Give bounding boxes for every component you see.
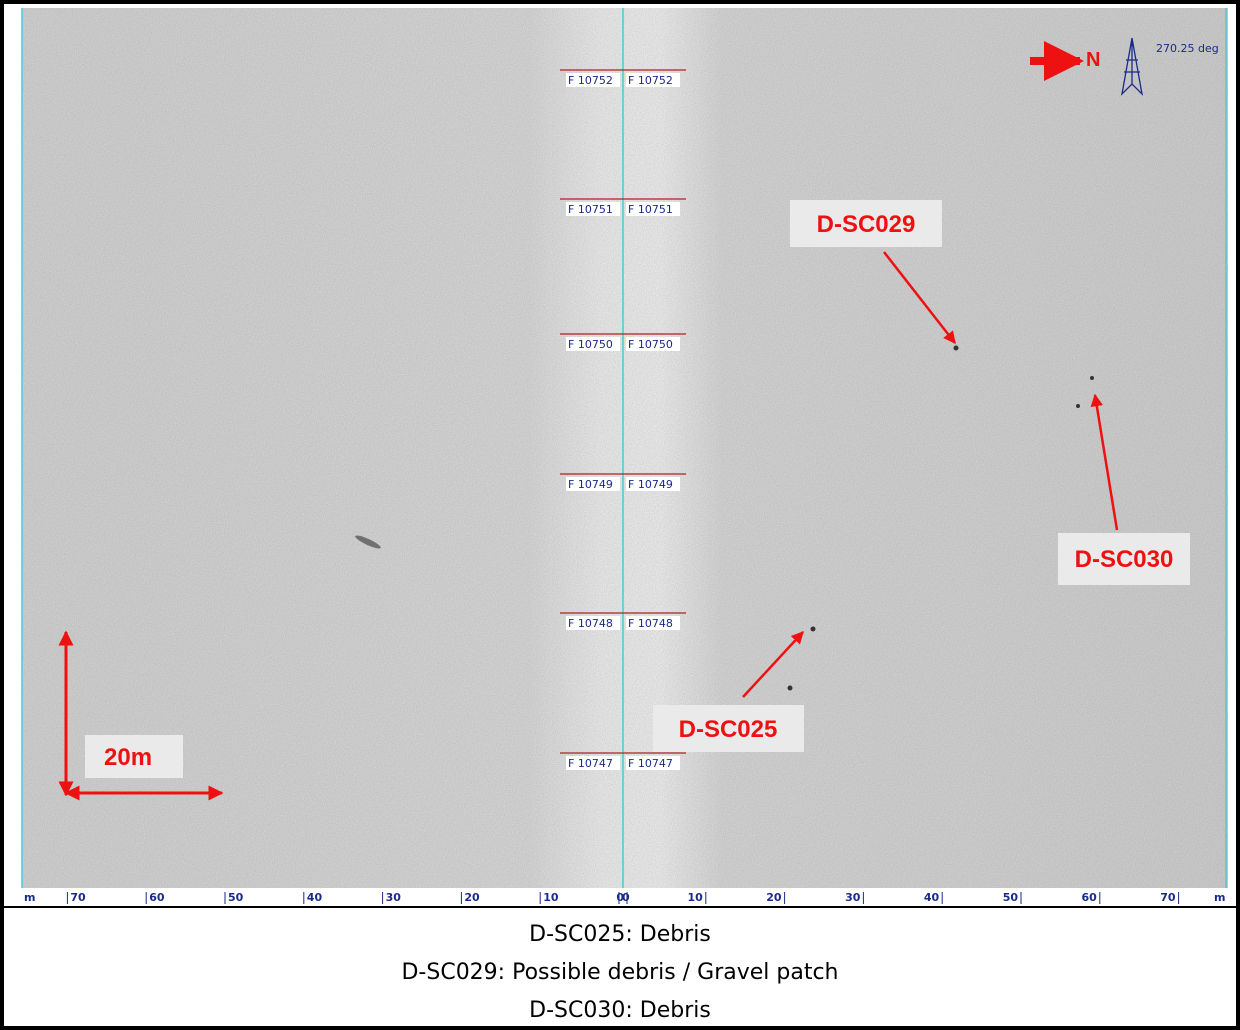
north-label: N: [1086, 49, 1100, 71]
scale-unit: m: [1214, 891, 1225, 904]
scale-label: 0: [616, 891, 624, 904]
fix-label: F 10750: [568, 338, 613, 351]
dark-spots: [355, 345, 1094, 691]
fix-label: F 10747: [628, 757, 673, 770]
scale-label: 40: [307, 891, 323, 904]
caption-line: D-SC029: Possible debris / Gravel patch: [401, 960, 838, 985]
scale-label: 50: [1003, 891, 1019, 904]
fix-label: F 10752: [568, 74, 613, 87]
scale-label: 60: [149, 891, 165, 904]
scale-label: 20: [464, 891, 480, 904]
compass-icon: [1120, 37, 1144, 96]
sonar-texture: [22, 8, 1228, 888]
fix-label: F 10748: [628, 617, 673, 630]
fix-label: F 10747: [568, 757, 613, 770]
target-box: [653, 705, 804, 752]
scale-bar-box: [85, 735, 183, 778]
fix-label: F 10748: [568, 617, 613, 630]
scale-label: 0: [622, 891, 630, 904]
scale-label: 70: [70, 891, 86, 904]
fix-label: F 10751: [568, 203, 613, 216]
scale-unit: m: [24, 891, 35, 904]
target-arrow: [1090, 393, 1119, 531]
fix-label: F 10749: [568, 478, 613, 491]
scale-label: 30: [386, 891, 402, 904]
heading-label: 270.25 deg: [1156, 42, 1219, 55]
fix-box: [566, 477, 620, 491]
scale-bar-label: 20m: [104, 744, 152, 771]
target-arrow: [742, 631, 804, 698]
fix-box: [566, 202, 620, 216]
scale-label: 10: [543, 891, 559, 904]
scale-strip: [22, 888, 1228, 906]
scale-label: 60: [1081, 891, 1097, 904]
target-arrow: [883, 251, 956, 344]
target-label: D-SC030: [1075, 546, 1174, 573]
scale-label: 70: [1160, 891, 1176, 904]
scale-label: 40: [924, 891, 940, 904]
scale-label: 20: [766, 891, 782, 904]
fix-box: [626, 73, 680, 87]
fix-label: F 10750: [628, 338, 673, 351]
scale-label: 50: [228, 891, 244, 904]
fix-box: [626, 756, 680, 770]
fix-label: F 10751: [628, 203, 673, 216]
fix-box: [566, 616, 620, 630]
target-label: D-SC025: [679, 716, 778, 743]
caption-line: D-SC025: Debris: [529, 922, 711, 947]
target-box: [790, 200, 942, 247]
target-box: [1058, 533, 1190, 585]
scale-label: 10: [687, 891, 703, 904]
fix-box: [566, 73, 620, 87]
fix-box: [626, 616, 680, 630]
fix-box: [566, 756, 620, 770]
scale-label: 30: [845, 891, 861, 904]
fix-box: [566, 337, 620, 351]
fix-box: [626, 337, 680, 351]
fix-box: [626, 477, 680, 491]
caption-line: D-SC030: Debris: [529, 998, 711, 1023]
fix-label: F 10752: [628, 74, 673, 87]
fix-label: F 10749: [628, 478, 673, 491]
target-label: D-SC029: [817, 211, 916, 238]
fix-box: [626, 202, 680, 216]
